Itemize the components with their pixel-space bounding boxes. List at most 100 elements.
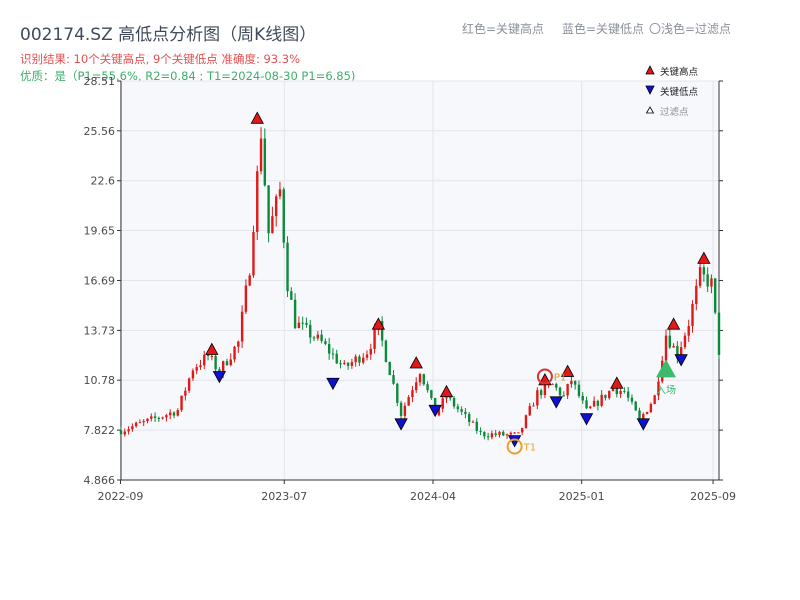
candle-body (388, 361, 391, 376)
candle-body (498, 431, 501, 435)
candle-body (524, 415, 528, 428)
candle-body (146, 418, 149, 422)
candle-body (240, 311, 244, 342)
key-low-marker (326, 377, 340, 391)
candle-body (191, 370, 195, 379)
candle-body (134, 422, 138, 427)
candle-body (479, 430, 482, 433)
legend-item-high: 关键高点 (660, 66, 699, 78)
candle-body (502, 431, 505, 436)
candle-body (585, 400, 588, 409)
candle-body (668, 335, 671, 348)
result-summary: 识别结果: 10个关键高点, 9个关键低点 准确度: 93.3% (20, 52, 300, 66)
candle-body (475, 421, 478, 431)
x-tick-label: 2025-01 (559, 490, 605, 503)
candle-body (657, 381, 660, 396)
highlight-label: T1 (523, 443, 536, 454)
highlight-label: P1 (554, 372, 566, 383)
candle-body (513, 432, 516, 434)
candle-body (312, 337, 316, 339)
candle-body (460, 409, 463, 412)
key-low-marker (394, 418, 408, 431)
candle-body (369, 348, 372, 355)
quality-summary: 优质：是（P1=55.6%, R2=0.84 ; T1=2024-08-30 P… (20, 69, 355, 83)
candle-body (210, 356, 214, 358)
candle-body (384, 340, 388, 362)
candle-body (577, 384, 581, 396)
key-low-marker (579, 413, 594, 426)
chart-legend: 关键高点 关键低点 过滤点 (645, 65, 699, 118)
candle-body (706, 274, 709, 287)
candle-body (150, 416, 153, 419)
candle-body (468, 414, 471, 423)
candle-body (221, 361, 225, 374)
candle-body (119, 430, 123, 435)
candle-body (157, 418, 161, 420)
candle-body (153, 416, 157, 419)
candle-body (649, 404, 653, 413)
candle-body (335, 353, 338, 364)
candle-body (687, 326, 690, 336)
candle-body (691, 304, 694, 327)
key-high-marker (666, 317, 681, 330)
candle-body (127, 429, 130, 432)
candle-body (282, 189, 285, 243)
candle-body (392, 375, 395, 384)
candle-body (346, 362, 350, 366)
legend-item-filtered: 过滤点 (660, 106, 689, 118)
candle-body (717, 312, 721, 356)
legend-red-note: 红色=关键高点 (462, 21, 544, 36)
candle-body (259, 138, 263, 172)
key-high-marker (439, 384, 454, 398)
candle-body (581, 395, 584, 401)
candle-body (354, 356, 357, 363)
candle-body (486, 436, 490, 438)
candle-body (445, 397, 448, 399)
candle-body (161, 417, 164, 419)
candle-body (471, 421, 475, 423)
entry-label: 入场 (656, 383, 676, 396)
candle-body (672, 345, 675, 348)
candle-body (396, 383, 399, 403)
candle-body (604, 394, 607, 399)
candle-body (229, 359, 232, 366)
candle-body (225, 361, 229, 366)
y-tick-label: 13.73 (84, 324, 116, 337)
key-high-marker (409, 356, 423, 369)
candle-body (653, 395, 656, 405)
candle-body (714, 278, 717, 313)
candle-body (608, 391, 611, 399)
candle-body (596, 400, 600, 406)
candle-body (297, 322, 301, 329)
legend-blue-note: 蓝色=关键低点 (562, 22, 644, 36)
candle-body (710, 278, 713, 287)
key-low-marker (549, 396, 563, 409)
y-tick-label: 16.69 (84, 274, 116, 287)
candle-body (358, 356, 361, 363)
candle-body (278, 189, 282, 197)
candle-body (509, 432, 513, 435)
candle-body (449, 397, 452, 399)
candle-body (373, 329, 376, 349)
x-tick-label: 2024-04 (410, 490, 456, 503)
highlight-circle (506, 438, 523, 455)
candle-body (184, 390, 187, 396)
candle-body (267, 185, 270, 234)
candle-body (645, 412, 649, 415)
candle-body (248, 275, 251, 286)
candle-body (324, 341, 327, 345)
candle-body (676, 345, 679, 359)
candle-body (638, 410, 641, 419)
candle-body (562, 395, 566, 397)
candle-body (309, 324, 312, 338)
candle-body (244, 285, 248, 312)
entry-marker (656, 359, 677, 378)
candle-body (505, 434, 509, 436)
y-tick-label: 25.56 (84, 125, 116, 138)
y-tick-label: 19.65 (84, 225, 116, 238)
candle-body (543, 384, 547, 396)
candle-body (695, 285, 698, 305)
candle-body (206, 354, 210, 357)
candle-body (350, 362, 354, 366)
candle-body (528, 406, 531, 416)
